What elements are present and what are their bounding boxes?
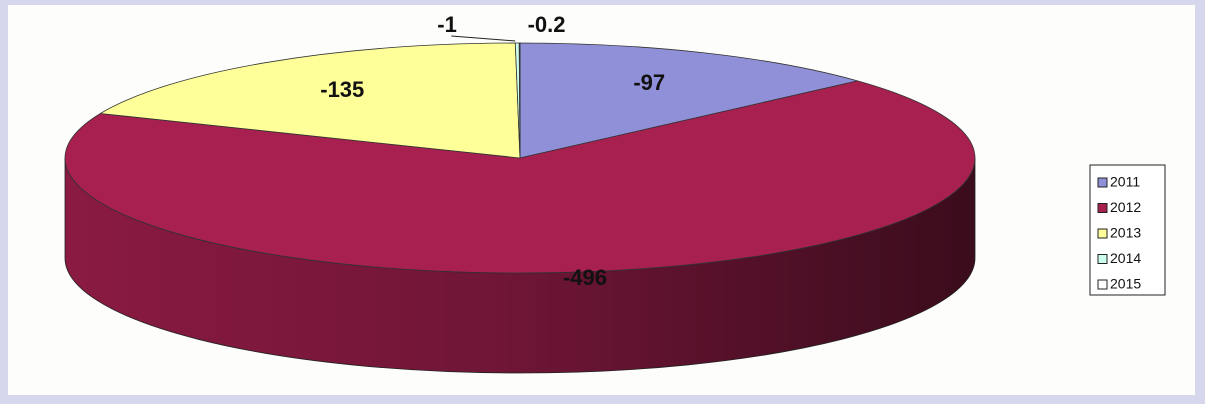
- legend-label: 2014: [1110, 250, 1141, 266]
- legend-swatch: [1097, 228, 1108, 239]
- slice: [518, 42, 521, 159]
- data-label: -496: [563, 265, 607, 290]
- legend-swatch: [1097, 254, 1108, 264]
- legend-swatch: [1097, 177, 1108, 188]
- legend-label: 2011: [1110, 174, 1140, 190]
- legend-swatch: [1097, 279, 1108, 290]
- legend-label: 2015: [1110, 276, 1141, 292]
- legend-swatch: [1097, 203, 1108, 213]
- data-label: -135: [320, 77, 364, 102]
- legend-label: 2013: [1110, 225, 1141, 241]
- data-label: -0.2: [528, 12, 566, 37]
- slice: [519, 42, 858, 159]
- data-label: -1: [437, 12, 457, 37]
- slice: [64, 80, 976, 274]
- legend-label: 2012: [1110, 199, 1141, 215]
- data-label: -97: [633, 70, 665, 95]
- slice: [99, 42, 521, 159]
- leader-line: [451, 35, 516, 42]
